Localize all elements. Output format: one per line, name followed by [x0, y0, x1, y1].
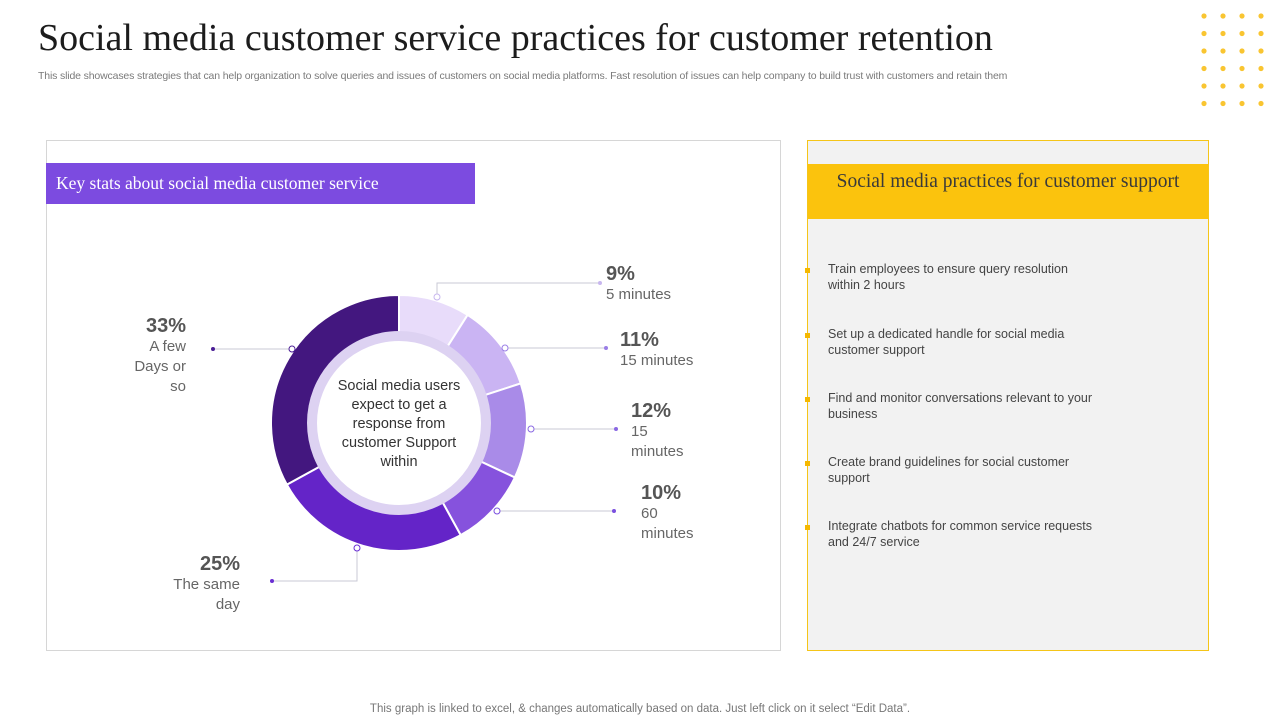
leader-line-1	[436, 282, 600, 297]
callout-slice-4: 10% 60 minutes	[641, 482, 711, 544]
decorative-dot	[1220, 13, 1226, 19]
leader-anchor	[493, 507, 501, 515]
stats-panel-heading: Key stats about social media customer se…	[46, 163, 475, 204]
decorative-dot	[1220, 83, 1226, 89]
callout-label: 15 minutes	[631, 423, 684, 460]
decorative-dot	[1258, 30, 1264, 37]
leader-end-dot	[614, 427, 618, 431]
callout-pct: 9%	[606, 263, 635, 285]
decorative-dot	[1201, 100, 1207, 107]
decorative-dot	[1239, 13, 1245, 19]
callout-pct: 11%	[620, 329, 659, 351]
decorative-dot	[1258, 65, 1264, 72]
leader-anchor	[288, 345, 296, 353]
decorative-dot	[1258, 100, 1264, 107]
leader-end-dot	[598, 281, 602, 285]
decorative-dot	[1239, 48, 1245, 54]
leader-anchor	[353, 544, 361, 552]
practice-text: Integrate chatbots for common service re…	[828, 519, 1093, 549]
decorative-dot	[1239, 83, 1245, 89]
bullet-icon	[805, 525, 810, 530]
callout-label: 5 minutes	[606, 286, 672, 303]
page-title: Social media customer service practices …	[38, 17, 993, 59]
leader-line-5	[272, 548, 358, 582]
decorative-dot	[1239, 30, 1245, 37]
decorative-dot	[1220, 100, 1226, 107]
callout-slice-3: 12% 15 minutes	[631, 400, 701, 462]
callout-pct: 10%	[641, 482, 682, 504]
footer-note: This graph is linked to excel, & changes…	[369, 703, 911, 715]
decorative-dot	[1220, 65, 1226, 72]
practice-text: Set up a dedicated handle for social med…	[828, 327, 1065, 357]
donut-inner-ring	[307, 331, 491, 515]
bullet-icon	[805, 333, 810, 338]
practice-text: Train employees to ensure query resoluti…	[828, 262, 1068, 292]
callout-slice-6: 33% A few Days or so	[125, 315, 186, 397]
decorative-dot-grid	[1201, 13, 1264, 107]
callout-label: The same day	[173, 576, 240, 613]
bullet-icon	[805, 397, 810, 402]
decorative-dot	[1220, 48, 1226, 54]
callout-label: 15 minutes	[620, 352, 694, 369]
decorative-dot	[1201, 48, 1207, 54]
decorative-dot	[1201, 13, 1207, 19]
leader-end-dot	[612, 509, 616, 513]
practice-text: Find and monitor conversations relevant …	[828, 391, 1093, 421]
page-subtitle: This slide showcases strategies that can…	[38, 70, 1008, 82]
decorative-dot	[1258, 48, 1264, 54]
callout-pct: 12%	[631, 400, 672, 422]
decorative-dot	[1201, 65, 1207, 72]
callout-slice-2: 11% 15 minutes	[620, 329, 693, 371]
leader-anchor	[501, 344, 509, 352]
practices-panel	[807, 140, 1209, 651]
callout-label: A few Days or so	[134, 338, 186, 395]
decorative-dot	[1201, 30, 1207, 37]
callout-slice-5: 25% The same day	[150, 553, 240, 615]
decorative-dot	[1220, 30, 1226, 37]
practice-text: Create brand guidelines for social custo…	[828, 455, 1070, 485]
callout-pct: 25%	[199, 553, 240, 575]
leader-end-dot	[270, 579, 274, 583]
bullet-icon	[805, 268, 810, 273]
callout-label: 60 minutes	[641, 505, 694, 542]
decorative-dot	[1258, 13, 1264, 19]
leader-anchor	[433, 293, 441, 301]
leader-end-dot	[604, 346, 608, 350]
leader-anchor	[527, 425, 535, 433]
donut-center-text: Social media users expect to get a respo…	[337, 378, 461, 470]
decorative-dot	[1258, 83, 1264, 89]
decorative-dot	[1201, 83, 1207, 89]
decorative-dot	[1239, 100, 1245, 107]
bullet-icon	[805, 461, 810, 466]
decorative-dot	[1239, 65, 1245, 72]
leader-end-dot	[211, 347, 215, 351]
callout-slice-1: 9% 5 minutes	[606, 263, 671, 305]
practices-panel-heading: Social media practices for customer supp…	[808, 164, 1208, 219]
callout-pct: 33%	[145, 315, 186, 337]
